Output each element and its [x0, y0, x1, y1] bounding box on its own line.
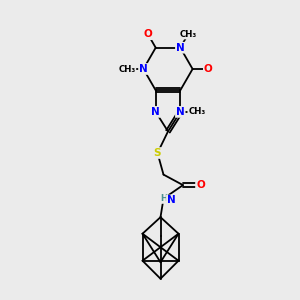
- Text: O: O: [196, 180, 205, 190]
- Text: N: N: [151, 107, 160, 117]
- Text: S: S: [154, 148, 161, 158]
- Text: N: N: [139, 64, 148, 74]
- Text: N: N: [167, 195, 176, 205]
- Text: N: N: [176, 43, 185, 53]
- Text: O: O: [204, 64, 213, 74]
- Text: CH₃: CH₃: [118, 64, 136, 74]
- Text: CH₃: CH₃: [179, 30, 197, 39]
- Text: H: H: [160, 194, 167, 203]
- Text: O: O: [143, 29, 152, 39]
- Text: N: N: [176, 107, 185, 117]
- Text: CH₃: CH₃: [188, 107, 206, 116]
